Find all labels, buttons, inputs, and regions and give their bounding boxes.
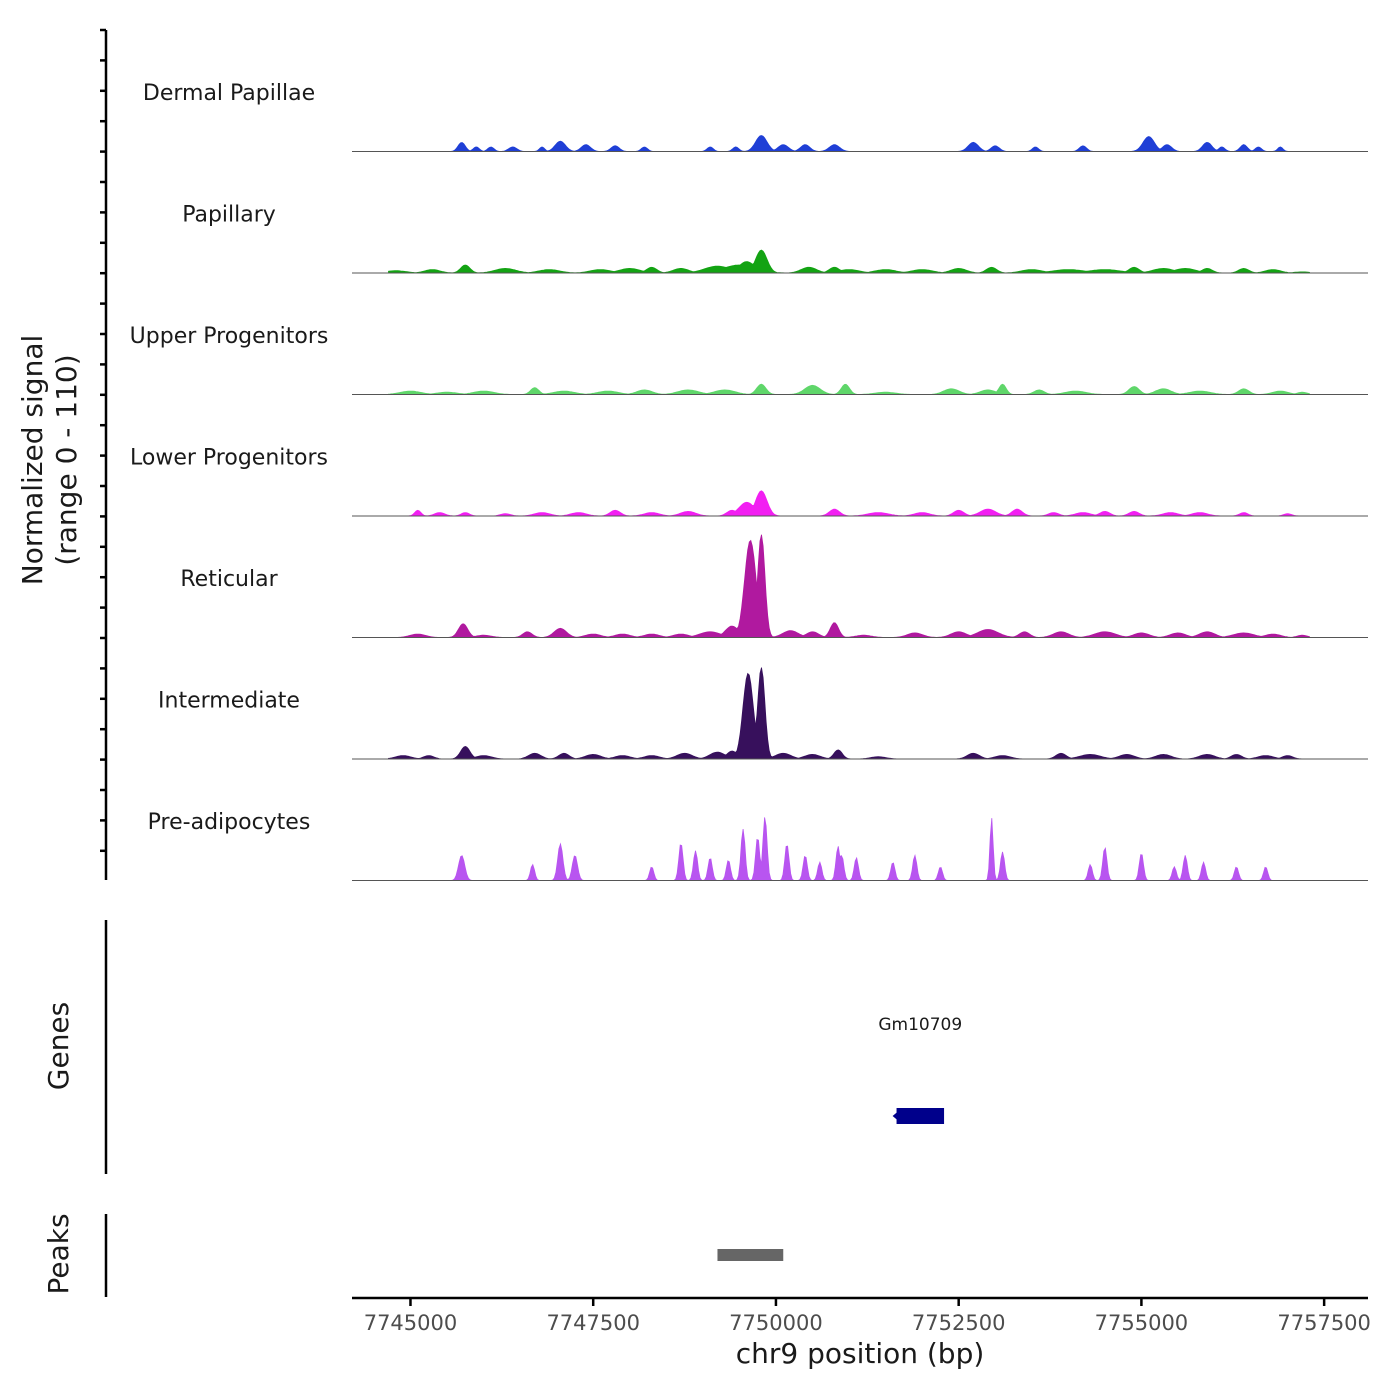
x-tick-label: 7745000 xyxy=(364,1311,458,1335)
coverage-area xyxy=(388,135,1310,152)
coverage-area xyxy=(388,490,1310,517)
coverage-area xyxy=(388,667,1310,760)
gene-exon xyxy=(896,1108,945,1124)
x-axis-ticks: 7745000 7747500 7750000 7752500 7755000 77575… xyxy=(364,1298,1371,1335)
gene-gm10709: Gm10709 xyxy=(878,1015,962,1124)
track-intermediate: Intermediate xyxy=(158,667,1368,760)
genes-panel-title: Genes xyxy=(42,1002,75,1090)
track-reticular: Reticular xyxy=(180,534,1368,638)
peaks-track xyxy=(717,1249,784,1261)
track-label: Upper Progenitors xyxy=(130,324,329,349)
x-tick-label: 7752500 xyxy=(912,1311,1006,1335)
track-label: Lower Progenitors xyxy=(130,446,328,471)
y-axis-title-line1: Normalized signal xyxy=(16,335,49,586)
gene-label: Gm10709 xyxy=(878,1015,962,1035)
track-lower-progenitors: Lower Progenitors xyxy=(130,446,1368,517)
track-upper-progenitors: Upper Progenitors xyxy=(130,324,1368,395)
track-pre-adipocytes: Pre-adipocytes xyxy=(148,810,1368,881)
track-label: Pre-adipocytes xyxy=(148,810,311,835)
x-tick-label: 7757500 xyxy=(1277,1311,1371,1335)
track-papillary: Papillary xyxy=(182,203,1368,274)
y-axis-title-line2: (range 0 - 110) xyxy=(50,354,83,565)
x-tick-label: 7747500 xyxy=(546,1311,640,1335)
track-label: Dermal Papillae xyxy=(143,81,315,106)
y-axis-title: Normalized signal (range 0 - 110) xyxy=(16,335,83,586)
coverage-area xyxy=(388,817,1310,881)
signal-y-ticks xyxy=(100,28,106,853)
x-axis-title: chr9 position (bp) xyxy=(736,1337,985,1370)
track-dermal-papillae: Dermal Papillae xyxy=(143,81,1368,152)
peak-region xyxy=(717,1249,784,1261)
track-label: Reticular xyxy=(180,567,278,592)
x-tick-label: 7755000 xyxy=(1095,1311,1189,1335)
strand-arrow-icon xyxy=(892,1110,902,1122)
track-label: Papillary xyxy=(182,203,276,228)
coverage-area xyxy=(388,534,1310,638)
coverage-area xyxy=(388,249,1310,274)
track-label: Intermediate xyxy=(158,689,300,714)
peaks-panel-title: Peaks xyxy=(42,1213,75,1294)
x-tick-label: 7750000 xyxy=(729,1311,823,1335)
genes-track: Gm10709 xyxy=(878,1015,962,1124)
signal-tracks: Dermal Papillae Papillary Upper Progenitor… xyxy=(130,81,1368,881)
coverage-area xyxy=(388,383,1310,395)
